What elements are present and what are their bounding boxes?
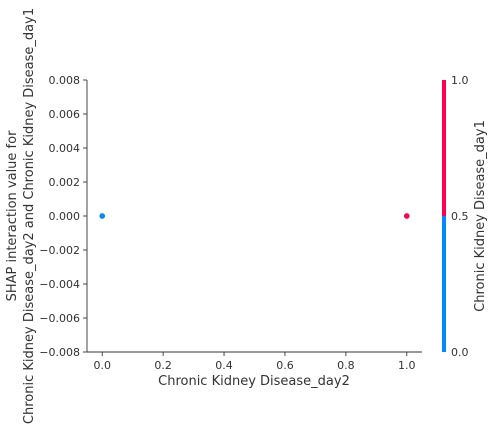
colorbar-high-segment — [442, 80, 446, 216]
data-point — [99, 213, 106, 219]
colorbar-tick-label: 0.0 — [451, 346, 469, 359]
y-axis-label-line2: Chronic Kidney Disease_day2 and Chronic … — [22, 8, 37, 424]
x-axis-label: Chronic Kidney Disease_day2 — [158, 374, 350, 389]
colorbar-label: Chronic Kidney Disease_day1 — [473, 120, 488, 312]
colorbar-tick-label: 0.5 — [451, 210, 469, 223]
y-tick-label: −0.004 — [39, 278, 80, 291]
colorbar-low-segment — [442, 216, 446, 352]
data-point-group — [99, 213, 410, 219]
y-tick-label: −0.006 — [39, 312, 80, 325]
y-axis-label-line1: SHAP interaction value for — [5, 130, 20, 302]
x-tick-label: 0.8 — [337, 359, 355, 372]
x-tick-group: 0.0 0.2 0.4 0.6 0.8 1.0 — [93, 352, 416, 372]
colorbar-tick-group: 1.0 0.5 0.0 — [451, 74, 469, 359]
x-tick-label: 0.0 — [93, 359, 111, 372]
y-tick-label: −0.002 — [39, 244, 80, 257]
x-tick-label: 0.6 — [276, 359, 294, 372]
x-tick-label: 0.4 — [215, 359, 233, 372]
data-point — [403, 213, 410, 219]
y-tick-label: 0.002 — [49, 176, 81, 189]
x-tick-label: 0.2 — [154, 359, 172, 372]
x-tick-label: 1.0 — [398, 359, 416, 372]
y-tick-label: 0.006 — [49, 108, 81, 121]
y-tick-label: 0.000 — [49, 210, 81, 223]
y-tick-label: −0.008 — [39, 346, 80, 359]
colorbar-tick-label: 1.0 — [451, 74, 469, 87]
y-tick-group: 0.008 0.006 0.004 0.002 0.000 −0.002 −0.004 −0.… — [39, 74, 87, 359]
y-tick-label: 0.008 — [49, 74, 81, 87]
y-tick-label: 0.004 — [49, 142, 81, 155]
